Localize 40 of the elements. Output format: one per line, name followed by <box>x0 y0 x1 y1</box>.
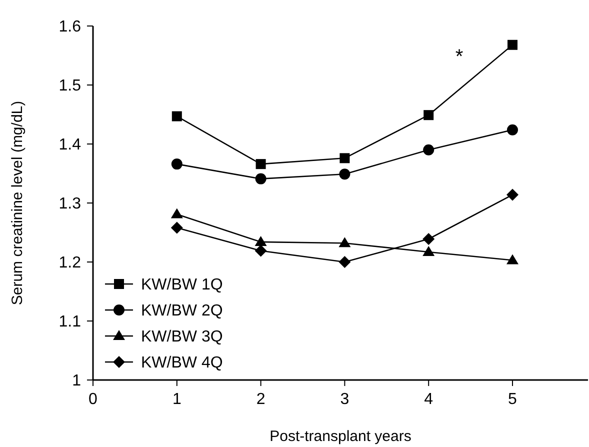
x-axis-title: Post-transplant years <box>270 428 412 445</box>
point <box>338 237 351 248</box>
x-tick-label: 2 <box>256 391 266 408</box>
point <box>506 124 518 136</box>
point <box>424 110 434 120</box>
point <box>255 173 266 184</box>
point <box>506 254 518 264</box>
annotation: * <box>455 46 464 68</box>
point <box>170 222 183 234</box>
point <box>254 236 267 246</box>
legend-label: KW/BW 3Q <box>141 328 223 346</box>
point <box>254 244 267 257</box>
y-tick-label: 1 <box>72 372 82 390</box>
point <box>422 232 435 245</box>
y-tick-label: 1.1 <box>58 314 82 331</box>
legend-label: KW/BW 4Q <box>141 354 223 372</box>
x-tick-label: 3 <box>340 391 350 408</box>
point <box>340 153 350 164</box>
y-tick-label: 1.3 <box>58 196 82 213</box>
point <box>507 40 518 50</box>
point <box>422 246 435 256</box>
y-tick-label: 1.4 <box>58 136 82 154</box>
point <box>338 256 351 268</box>
y-tick-label: 1.5 <box>58 78 82 95</box>
point <box>256 159 266 170</box>
legend-label: KW/BW 1Q <box>141 276 223 294</box>
y-tick-label: 1.2 <box>58 254 82 272</box>
point <box>172 111 182 122</box>
x-tick-label: 1 <box>172 391 182 408</box>
y-tick-label: 1.6 <box>58 18 82 36</box>
x-tick-label: 0 <box>88 391 98 408</box>
legend-label: KW/BW 2Q <box>141 302 223 320</box>
x-tick-label: 4 <box>424 391 434 408</box>
point <box>171 158 182 170</box>
point <box>170 208 183 218</box>
point <box>339 168 350 180</box>
point <box>506 188 518 201</box>
point <box>423 144 434 156</box>
x-tick-label: 5 <box>508 391 518 408</box>
y-axis-title: Serum creatinine level (mg/dL) <box>9 100 26 306</box>
